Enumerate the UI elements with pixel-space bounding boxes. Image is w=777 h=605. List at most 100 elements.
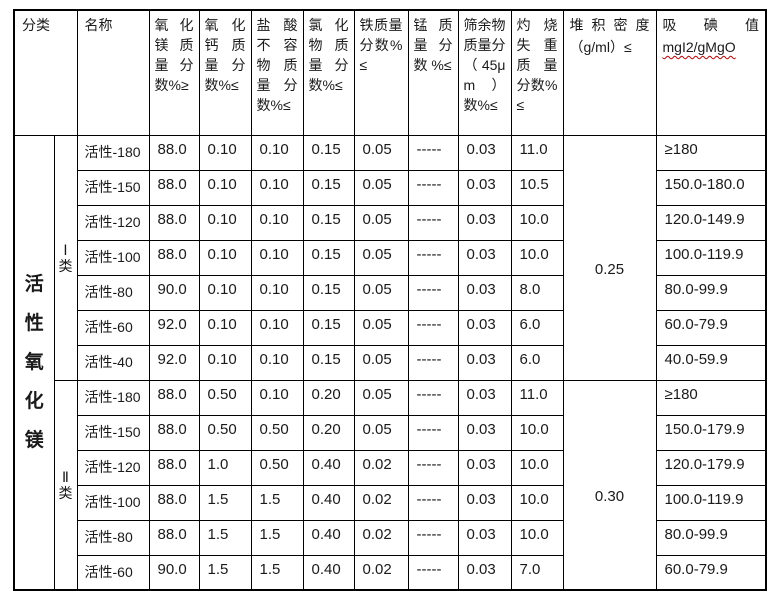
iodine-cell: 150.0-180.0 [655, 169, 767, 206]
chloride-cell: 0.40 [302, 484, 355, 521]
iodine-cell: 120.0-149.9 [655, 204, 767, 241]
sieve-cell: 0.03 [457, 239, 512, 276]
loi-cell: 10.0 [510, 239, 564, 276]
iodine-cell: ≥180 [655, 134, 767, 171]
iron-cell: 0.05 [353, 169, 409, 206]
header-row: 分类 名称 氧化镁质量分数%≥ 氧化钙质量分数%≤ 盐酸不容物质量分数%≤ 氯化… [13, 9, 767, 136]
loi-cell: 10.0 [510, 519, 564, 556]
hcl-cell: 0.10 [250, 239, 304, 276]
sieve-cell: 0.03 [457, 344, 512, 381]
table-row: 活性-40 92.0 0.10 0.10 0.15 0.05 ----- 0.0… [14, 344, 767, 381]
cao-cell: 1.5 [198, 484, 252, 521]
class-2-label: Ⅱ类 [58, 468, 73, 501]
name-cell: 活性-150 [76, 414, 150, 451]
name-cell: 活性-80 [76, 519, 150, 556]
chloride-cell: 0.15 [302, 169, 355, 206]
name-cell: 活性-40 [76, 344, 150, 381]
sieve-cell: 0.03 [457, 449, 512, 486]
header-sieve-residue: 筛余物质量分（45μm）数%≤ [457, 9, 512, 136]
header-hcl-insoluble: 盐酸不容物质量分数%≤ [250, 9, 304, 136]
table-row: 活性-120 88.0 1.0 0.50 0.40 0.02 ----- 0.0… [14, 449, 767, 486]
mgo-cell: 92.0 [148, 344, 200, 381]
header-cao: 氧化钙质量分数%≤ [198, 9, 252, 136]
hcl-cell: 0.10 [250, 274, 304, 311]
loi-cell: 10.5 [510, 169, 564, 206]
iodine-cell: 100.0-119.9 [655, 484, 767, 521]
mgo-cell: 88.0 [148, 449, 200, 486]
active-magnesium-oxide-spec-table: 分类 名称 氧化镁质量分数%≥ 氧化钙质量分数%≤ 盐酸不容物质量分数%≤ 氯化… [13, 9, 767, 591]
hcl-cell: 0.10 [250, 204, 304, 241]
hcl-cell: 0.50 [250, 414, 304, 451]
iron-cell: 0.05 [353, 134, 409, 171]
chloride-cell: 0.20 [302, 414, 355, 451]
iodine-cell: 80.0-99.9 [655, 519, 767, 556]
class-2-cell: Ⅱ类 [53, 379, 78, 591]
iodine-cell: 120.0-179.9 [655, 449, 767, 486]
loi-cell: 8.0 [510, 274, 564, 311]
class-1-cell: Ⅰ类 [53, 134, 78, 381]
cao-cell: 0.10 [198, 344, 252, 381]
chloride-cell: 0.40 [302, 519, 355, 556]
manganese-cell: ----- [407, 554, 459, 591]
loi-cell: 10.0 [510, 414, 564, 451]
sieve-cell: 0.03 [457, 134, 512, 171]
sieve-cell: 0.03 [457, 274, 512, 311]
manganese-cell: ----- [407, 169, 459, 206]
header-manganese: 锰质量分数 %≤ [407, 9, 459, 136]
sieve-cell: 0.03 [457, 484, 512, 521]
loi-cell: 10.0 [510, 204, 564, 241]
header-mgo: 氧化镁质量分数%≥ [148, 9, 200, 136]
sieve-cell: 0.03 [457, 169, 512, 206]
table-row: Ⅱ类 活性-180 88.0 0.50 0.10 0.20 0.05 -----… [14, 379, 767, 591]
hcl-cell: 0.10 [250, 344, 304, 381]
mgo-cell: 88.0 [148, 519, 200, 556]
chloride-cell: 0.15 [302, 344, 355, 381]
mgo-cell: 88.0 [148, 169, 200, 206]
iron-cell: 0.05 [353, 309, 409, 346]
manganese-cell: ----- [407, 449, 459, 486]
cao-cell: 0.50 [198, 414, 252, 451]
manganese-cell: ----- [407, 414, 459, 451]
cao-cell: 1.0 [198, 449, 252, 486]
table-row: 活性-100 88.0 0.10 0.10 0.15 0.05 ----- 0.… [14, 239, 767, 276]
iron-cell: 0.05 [353, 414, 409, 451]
cao-cell: 0.10 [198, 134, 252, 171]
header-name: 名称 [76, 9, 150, 136]
header-iron: 铁质量分数%≤ [353, 9, 409, 136]
loi-cell: 11.0 [510, 379, 564, 416]
hcl-cell: 1.5 [250, 484, 304, 521]
mgo-cell: 90.0 [148, 554, 200, 591]
table-row: 活性-60 92.0 0.10 0.10 0.15 0.05 ----- 0.0… [14, 309, 767, 346]
iron-cell: 0.02 [353, 554, 409, 591]
hcl-cell: 1.5 [250, 554, 304, 591]
loi-cell: 6.0 [510, 344, 564, 381]
category-cell: 活性氧化镁 [13, 134, 55, 591]
loi-cell: 6.0 [510, 309, 564, 346]
chloride-cell: 0.15 [302, 204, 355, 241]
category-vertical-label: 活性氧化镁 [24, 273, 44, 451]
manganese-cell: ----- [407, 134, 459, 171]
mgo-cell: 88.0 [148, 204, 200, 241]
mgo-cell: 90.0 [148, 274, 200, 311]
header-bulk-density-title: 堆积密度 [569, 17, 650, 33]
sieve-cell: 0.03 [457, 414, 512, 451]
manganese-cell: ----- [407, 239, 459, 276]
iron-cell: 0.05 [353, 379, 409, 416]
mgo-cell: 88.0 [148, 134, 200, 171]
header-ignition-loss: 灼烧失重质量分数%≤ [510, 9, 564, 136]
mgo-cell: 88.0 [148, 414, 200, 451]
table-row: 活性-150 88.0 0.10 0.10 0.15 0.05 ----- 0.… [14, 169, 767, 206]
name-cell: 活性-100 [76, 239, 150, 276]
hcl-cell: 0.50 [250, 449, 304, 486]
loi-cell: 7.0 [510, 554, 564, 591]
name-cell: 活性-60 [76, 309, 150, 346]
cao-cell: 0.10 [198, 274, 252, 311]
cao-cell: 1.5 [198, 519, 252, 556]
iodine-cell: 100.0-119.9 [655, 239, 767, 276]
chloride-cell: 0.15 [302, 309, 355, 346]
name-cell: 活性-100 [76, 484, 150, 521]
sieve-cell: 0.03 [457, 204, 512, 241]
iodine-cell: 80.0-99.9 [655, 274, 767, 311]
loi-cell: 10.0 [510, 484, 564, 521]
name-cell: 活性-180 [76, 134, 150, 171]
